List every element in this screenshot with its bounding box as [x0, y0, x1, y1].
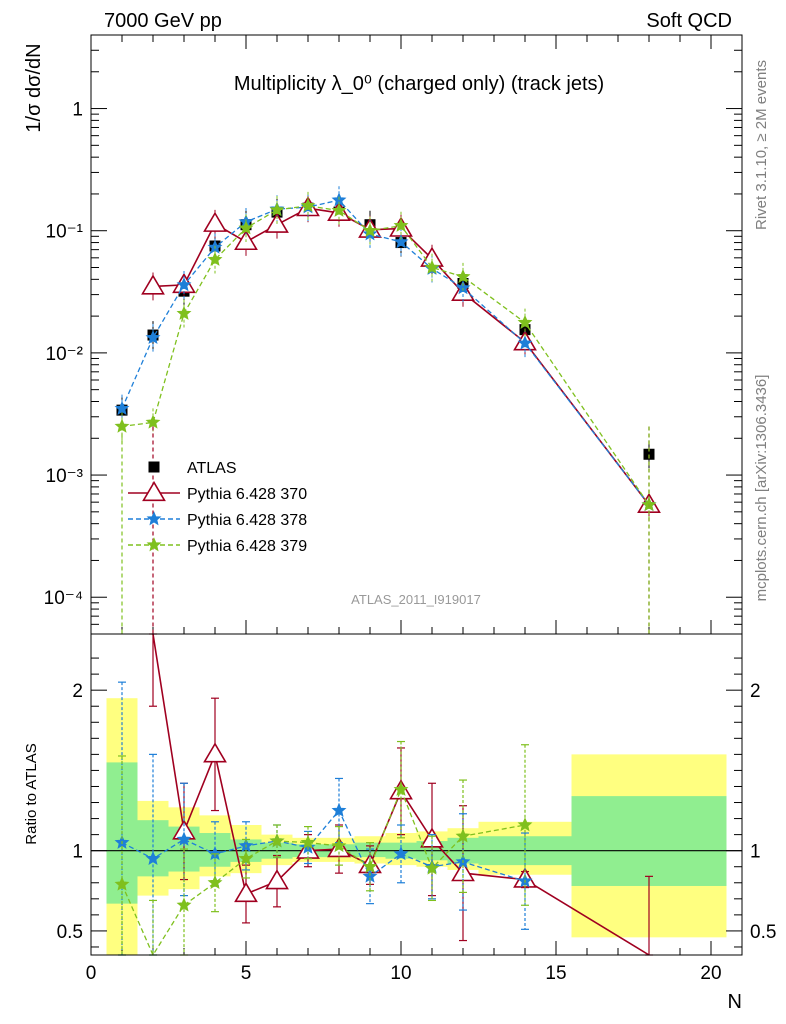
- ratio-point: [269, 833, 285, 848]
- ratio-band-inner: [571, 796, 727, 886]
- ratio-ytick-label-right: 0.5: [750, 922, 776, 943]
- ratio-point: [207, 875, 223, 890]
- ratio-point: [517, 817, 533, 832]
- side-label-mcplots: mcplots.cern.ch [arXiv:1306.3436]: [753, 375, 770, 602]
- ratio-bands: [106, 698, 727, 955]
- main-point: [176, 277, 192, 292]
- ratio-point: [203, 742, 227, 763]
- ratio-point: [265, 869, 289, 890]
- main-ylabel: 1/σ dσ/dN: [23, 43, 45, 132]
- main-ytick-label: 10⁻¹: [46, 222, 84, 243]
- main-point: [176, 305, 192, 320]
- main-point: [643, 448, 655, 460]
- main-point: [517, 335, 533, 350]
- ratio-ytick-label: 0.5: [57, 922, 83, 943]
- ratio-ylabel: Ratio to ATLAS: [23, 743, 40, 844]
- main-point: [141, 274, 165, 295]
- ratio-ytick-label-right: 2: [750, 681, 761, 702]
- ratio-band-inner: [137, 820, 169, 877]
- ratio-ticks: 0.5 0.51 12 20 5 10 15 20: [57, 657, 776, 984]
- main-ytick-label: 10⁻⁴: [44, 588, 83, 609]
- main-point: [393, 217, 409, 232]
- main-plot-panel: Multiplicity λ_0⁰ (charged only) (track …: [23, 34, 743, 635]
- ratio-point: [176, 897, 192, 912]
- ratio-ytick-label: 1: [72, 842, 83, 863]
- main-point: [203, 211, 227, 232]
- ratio-point: [238, 850, 254, 866]
- ratio-series-2: [114, 740, 533, 957]
- ratio-point: [207, 846, 223, 861]
- ratio-point: [393, 846, 409, 861]
- legend: ATLAS Pythia 6.428 370 Pythia 6.428 378 Pyt…: [128, 460, 307, 555]
- xlabel: N: [728, 991, 742, 1013]
- ratio-point: [145, 850, 161, 866]
- header-right: Soft QCD: [646, 10, 732, 32]
- main-ytick-label: 10⁻³: [46, 466, 84, 487]
- main-series: [114, 186, 661, 634]
- ratio-xtick-label: 20: [700, 963, 721, 984]
- main-point: [300, 198, 316, 213]
- header-left: 7000 GeV pp: [104, 10, 222, 32]
- legend-marker: [142, 480, 166, 502]
- main-point: [455, 280, 471, 295]
- watermark: ATLAS_2011_I919017: [351, 592, 481, 607]
- main-point: [517, 314, 533, 329]
- ratio-point: [362, 858, 378, 874]
- ratio-series: [114, 633, 653, 957]
- main-title-text: Multiplicity λ_0⁰ (charged only) (track …: [234, 73, 604, 95]
- ratio-ytick-label-right: 1: [750, 842, 761, 863]
- ratio-point: [424, 860, 440, 875]
- legend-label: Pythia 6.428 370: [187, 486, 307, 503]
- main-point: [114, 400, 130, 415]
- legend-label: Pythia 6.428 378: [187, 512, 307, 529]
- side-label-rivet: Rivet 3.1.10, ≥ 2M events: [753, 60, 770, 230]
- ratio-point: [331, 802, 347, 817]
- main-ytick-label: 10⁻²: [46, 344, 84, 365]
- main-point: [331, 202, 347, 217]
- legend-marker: [148, 461, 160, 473]
- ratio-point: [300, 834, 316, 849]
- legend-marker: [146, 511, 162, 526]
- main-series-3: [114, 191, 657, 519]
- ratio-frame: [90, 633, 743, 956]
- ratio-xtick-label: 15: [545, 963, 566, 984]
- main-point: [424, 259, 440, 274]
- ratio-xtick-label: 10: [390, 963, 411, 984]
- ratio-xtick-label: 5: [241, 963, 252, 984]
- ratio-point: [393, 781, 409, 796]
- legend-label: Pythia 6.428 379: [187, 538, 307, 555]
- main-point: [145, 330, 161, 345]
- legend-marker: [146, 537, 162, 552]
- main-point: [362, 222, 378, 238]
- ratio-xtick-label: 0: [86, 963, 97, 984]
- main-series-line: [121, 199, 650, 506]
- ratio-plot-panel: 0.5 0.51 12 20 5 10 15 20 Ratio to ATLAS N: [23, 633, 776, 1013]
- main-series-0: [116, 194, 655, 469]
- ratio-point: [331, 838, 347, 853]
- ratio-ytick-label: 2: [72, 681, 83, 702]
- ratio-point: [114, 876, 130, 891]
- main-title: Multiplicity λ_0⁰ (charged only) (track …: [234, 73, 604, 95]
- ratio-point: [455, 828, 471, 843]
- main-ticks: 10⁻⁴ 10⁻³ 10⁻² 10⁻¹ 1: [44, 34, 743, 635]
- main-point: [238, 220, 254, 235]
- ratio-point: [234, 881, 258, 903]
- main-point: [145, 414, 161, 429]
- main-ytick-label: 1: [72, 100, 83, 121]
- main-point: [455, 268, 471, 284]
- ratio-point: [176, 831, 192, 846]
- legend-label: ATLAS: [187, 460, 237, 477]
- main-point: [393, 234, 409, 249]
- main-point: [207, 251, 223, 266]
- main-point: [269, 202, 285, 217]
